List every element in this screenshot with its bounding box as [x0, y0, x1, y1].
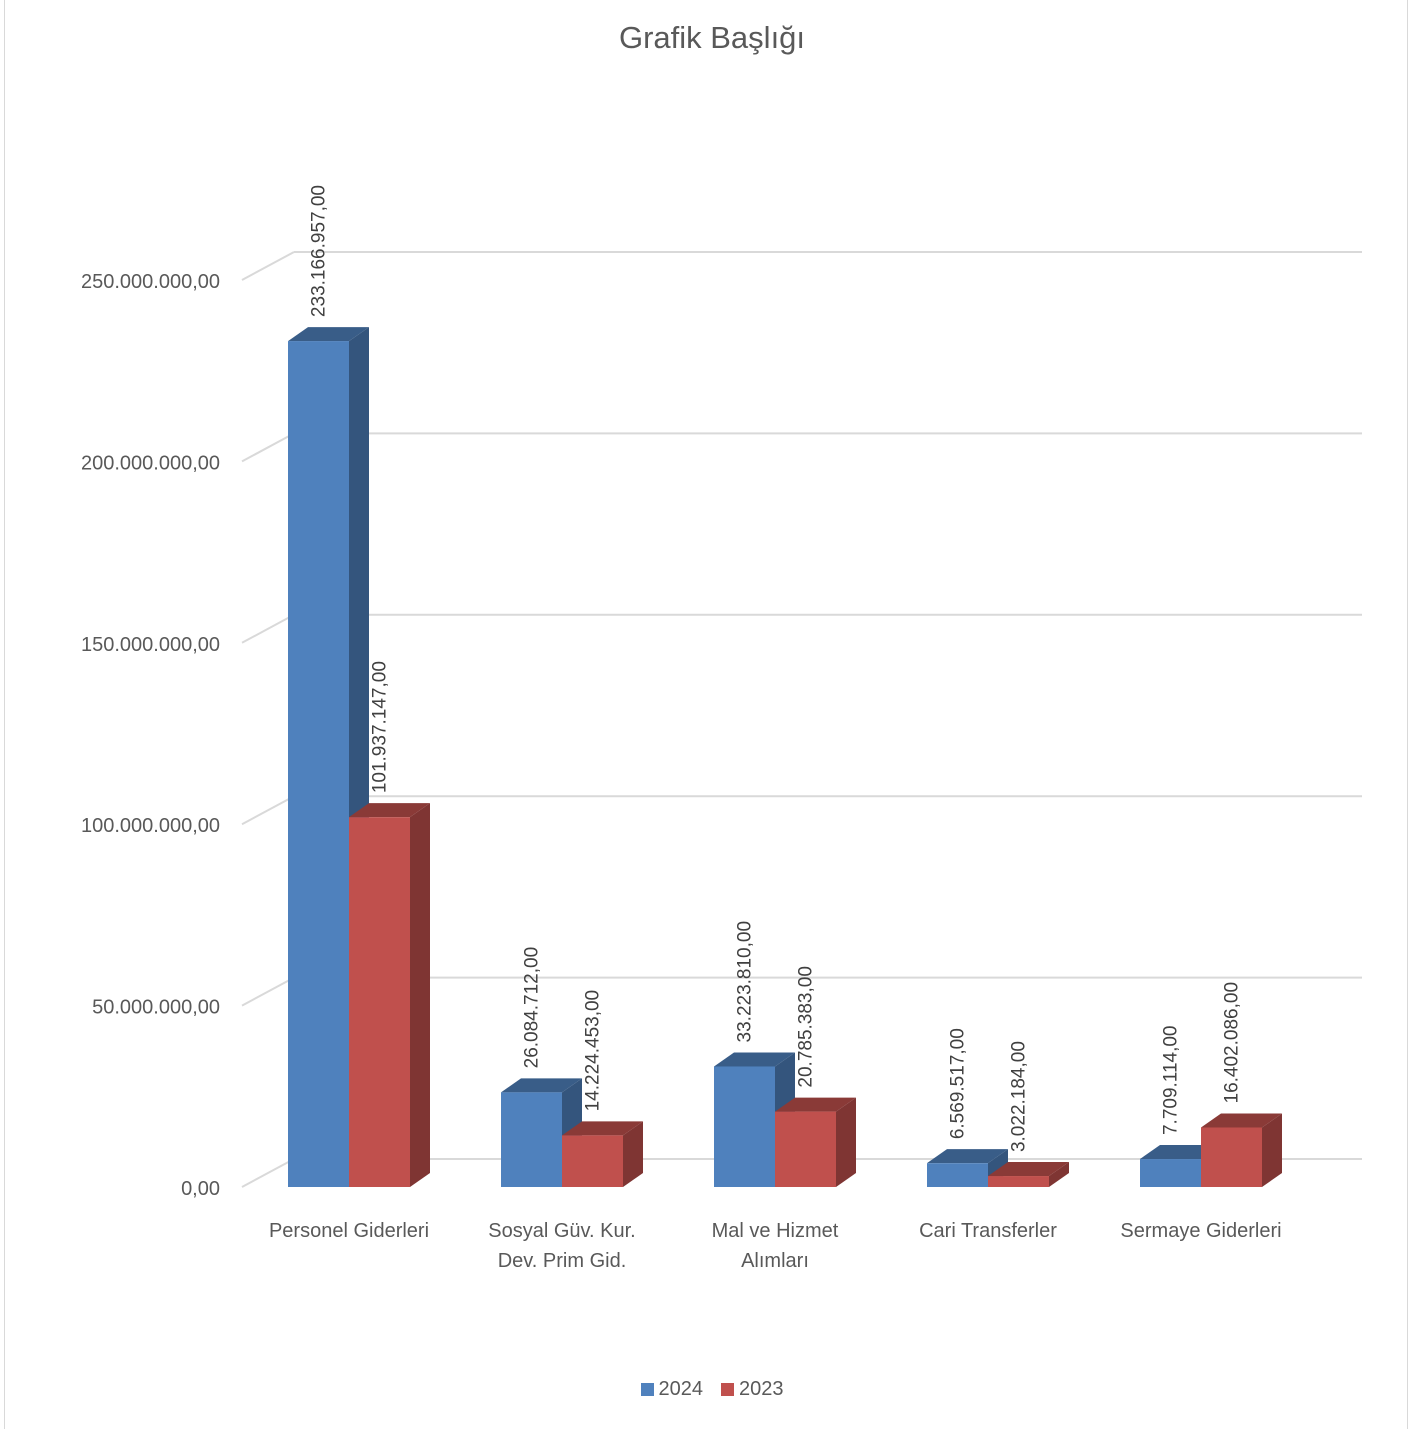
data-label: 6.569.517,00 — [948, 1028, 969, 1139]
data-label: 3.022.184,00 — [1009, 1041, 1030, 1152]
data-label: 16.402.086,00 — [1222, 982, 1243, 1104]
bar-top — [562, 1121, 643, 1136]
bar-top — [288, 327, 369, 342]
gridline-depth — [241, 795, 295, 826]
data-label: 233.166.957,00 — [309, 185, 330, 317]
y-tick-label: 50.000.000,00 — [92, 997, 220, 1019]
chart-title: Grafik Başlığı — [618, 20, 806, 55]
data-label: 14.224.453,00 — [583, 990, 604, 1112]
y-tick-label: 0,00 — [181, 1178, 220, 1200]
bar-top — [988, 1162, 1069, 1177]
bar-2024 — [288, 341, 349, 1187]
bar-2023 — [349, 817, 410, 1187]
category-label: Sosyal Güv. Kur. — [488, 1220, 635, 1242]
data-label: 26.084.712,00 — [522, 947, 543, 1069]
data-label: 33.223.810,00 — [735, 921, 756, 1043]
bar-2024 — [1140, 1159, 1201, 1187]
data-label: 101.937.147,00 — [370, 661, 391, 793]
bar-top — [1140, 1145, 1221, 1160]
legend-item: 2024 — [640, 1378, 704, 1401]
bar-2024 — [927, 1163, 988, 1187]
bar-2023 — [562, 1135, 623, 1187]
y-tick-label: 200.000.000,00 — [81, 452, 220, 474]
bar-side — [410, 803, 430, 1187]
y-tick-label: 250.000.000,00 — [81, 271, 220, 293]
gridline-depth — [241, 613, 295, 644]
chart-frame — [4, 0, 1408, 1429]
category-label: Dev. Prim Gid. — [498, 1250, 627, 1272]
bar-side — [836, 1097, 856, 1187]
y-tick-label: 150.000.000,00 — [81, 634, 220, 656]
bar-side — [623, 1121, 643, 1187]
bar-side — [1049, 1162, 1069, 1187]
data-label: 7.709.114,00 — [1161, 1026, 1182, 1136]
data-label: 20.785.383,00 — [796, 966, 817, 1088]
gridline-depth — [241, 251, 295, 281]
bar-top — [714, 1052, 795, 1067]
legend-item: 2023 — [721, 1378, 784, 1401]
legend-swatch — [721, 1383, 734, 1396]
legend-swatch — [640, 1383, 654, 1396]
category-label: Personel Giderleri — [269, 1220, 429, 1242]
legend-label: 2023 — [739, 1378, 784, 1400]
gridline-depth — [241, 1158, 295, 1188]
gridline-depth — [241, 976, 295, 1007]
bar-2023 — [988, 1176, 1049, 1187]
bar-top — [349, 803, 430, 818]
bar-2023 — [1201, 1127, 1262, 1187]
bar-2024 — [714, 1066, 775, 1187]
category-label: Sermaye Giderleri — [1120, 1220, 1281, 1242]
bar-top — [501, 1078, 582, 1093]
category-label: Alımları — [741, 1250, 809, 1272]
y-tick-label: 100.000.000,00 — [81, 815, 220, 837]
bar-top — [927, 1149, 1008, 1164]
legend-label: 2024 — [658, 1378, 704, 1400]
bar-side — [1262, 1113, 1282, 1187]
bar-2023 — [775, 1111, 836, 1187]
category-label: Cari Transferler — [919, 1220, 1057, 1242]
category-label: Mal ve Hizmet — [712, 1220, 839, 1242]
bar-2024 — [501, 1092, 562, 1187]
gridline-depth — [241, 432, 295, 463]
bar-top — [1201, 1113, 1282, 1128]
bar-top — [775, 1097, 856, 1112]
legend: 2024 2023 — [0, 1378, 1424, 1401]
